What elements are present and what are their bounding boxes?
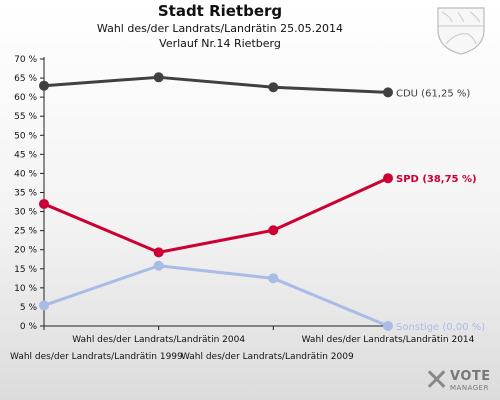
x-tick-label: Wahl des/der Landrats/Landrätin 1999	[10, 352, 183, 362]
y-tick-label: 65 %	[14, 74, 37, 84]
x-tick-label: Wahl des/der Landrats/Landrätin 2014	[302, 335, 475, 345]
y-tick-label: 15 %	[14, 265, 37, 275]
data-point-spd	[383, 173, 393, 184]
data-point-cdu	[39, 80, 49, 91]
data-point-cdu	[153, 72, 164, 83]
data-point-spd	[39, 198, 49, 209]
data-point-sonstige	[268, 273, 279, 284]
y-tick-label: 10 %	[14, 284, 37, 294]
x-icon: ✕	[424, 363, 450, 398]
x-tick-label: Wahl des/der Landrats/Landrätin 2009	[181, 352, 354, 362]
data-point-cdu	[268, 82, 279, 93]
y-tick-label: 45 %	[14, 150, 37, 160]
x-tick-label: Wahl des/der Landrats/Landrätin 2004	[72, 335, 245, 345]
y-tick-label: 20 %	[14, 246, 37, 256]
y-tick-label: 60 %	[14, 93, 37, 103]
series-line-sonstige	[43, 264, 389, 328]
chart-subtitle-election: Wahl des/der Landrats/Landrätin 25.05.20…	[96, 22, 344, 35]
y-tick-label: 40 %	[14, 169, 37, 179]
y-tick-label: 0 %	[20, 322, 38, 332]
series-end-label-spd: SPD (38,75 %)	[396, 174, 477, 185]
y-tick-label: 30 %	[14, 208, 37, 218]
series-line-spd	[43, 176, 389, 254]
series-line-cdu	[43, 75, 389, 94]
y-tick-label: 25 %	[14, 227, 37, 237]
logo-text-manager: MANAGER	[450, 384, 489, 392]
y-tick-label: 35 %	[14, 189, 37, 199]
y-tick-label: 5 %	[20, 303, 38, 313]
data-point-sonstige	[383, 321, 393, 331]
chart-title: Stadt Rietberg	[157, 2, 283, 20]
data-point-spd	[268, 225, 279, 236]
data-point-sonstige	[153, 260, 164, 271]
y-tick-label: 50 %	[14, 131, 37, 141]
vote-manager-logo: ✕ VOTE MANAGER	[424, 366, 498, 396]
y-tick-label: 70 %	[14, 55, 37, 65]
data-point-cdu	[383, 87, 393, 98]
chart-header: Stadt Rietberg Wahl des/der Landrats/Lan…	[0, 2, 440, 51]
series-end-label-cdu: CDU (61,25 %)	[396, 88, 470, 99]
data-point-sonstige	[39, 300, 49, 311]
nrw-crest-icon	[437, 7, 485, 55]
y-tick-label: 55 %	[14, 112, 37, 122]
chart-subtitle-course: Verlauf Nr.14 Rietberg	[159, 37, 281, 50]
data-point-spd	[153, 247, 164, 258]
series-end-label-sonstige: Sonstige (0,00 %)	[396, 322, 485, 333]
logo-text-vote: VOTE	[450, 369, 491, 384]
